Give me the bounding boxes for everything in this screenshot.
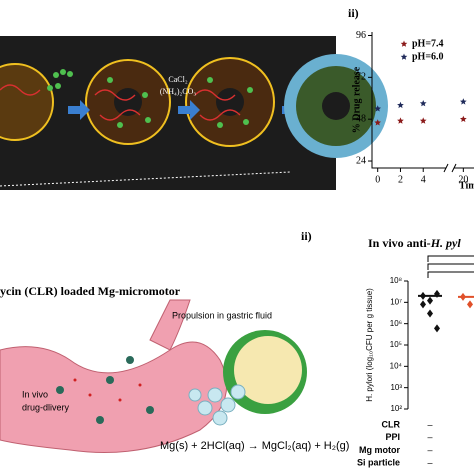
title-part: H. pyl: [430, 236, 462, 250]
x-axis-label: Tim: [459, 180, 474, 191]
significance-brackets: [427, 255, 474, 278]
data-point: [397, 117, 404, 124]
y-tick-label: 48: [356, 113, 366, 124]
data-point: [460, 292, 466, 301]
y-tick-label: 10²: [390, 404, 402, 413]
panel-label: ii): [348, 6, 359, 20]
y-tick-label: 24: [356, 155, 366, 166]
legend-marker: [400, 40, 408, 47]
treatment-label: Si particle: [357, 457, 400, 467]
title-part: In vivo anti-: [368, 236, 431, 250]
legend-label: pH=6.0: [412, 51, 444, 62]
data-point: [374, 105, 381, 112]
data-point: [460, 98, 467, 105]
axis-break: [443, 163, 457, 173]
data-point: [397, 101, 404, 109]
data-point: [427, 296, 433, 305]
treatment-cell: –: [427, 419, 432, 429]
y-axis-label: % Drug release: [351, 66, 362, 133]
y-tick-label: 10³: [390, 383, 402, 392]
x-tick-label: 20: [458, 174, 468, 185]
micromotor-panel: ii) ycin (CLR) loaded Mg-micromotor In v…: [0, 229, 349, 453]
data-point: [434, 324, 440, 333]
data-point: [460, 115, 467, 122]
treatment-cell: –: [427, 432, 432, 442]
y-tick-label: 10⁸: [390, 276, 402, 285]
reagent: (NH₄)₂CO₃: [160, 87, 197, 96]
annotation: Propulsion in gastric fluid: [172, 310, 272, 320]
annotation: drug-dlivery: [22, 402, 70, 412]
data-point: [420, 300, 426, 309]
x-tick-label: 0: [375, 174, 380, 185]
x-tick-label: 2: [398, 174, 403, 185]
data-point: [374, 119, 381, 126]
data-point: [467, 300, 473, 309]
data-point: [419, 100, 427, 107]
treatment-cell: –: [427, 445, 432, 455]
y-axis-label: H. pylori (log₁₀CFU per g tissue): [365, 288, 374, 402]
synthesis-panel: CaCl₂ (NH₄)₂CO₃: [0, 36, 388, 190]
treatment-label: Mg motor: [359, 445, 400, 455]
equation: Mg(s) + 2HCl(aq) → MgCl₂(aq) + H₂(g): [160, 440, 349, 452]
y-tick-label: 10⁵: [390, 340, 402, 349]
panel-heading: ycin (CLR) loaded Mg-micromotor: [0, 284, 181, 298]
data-point: [434, 289, 440, 298]
x-tick-label: 4: [421, 174, 426, 185]
y-tick-label: 10⁷: [390, 297, 402, 306]
data-point: [419, 117, 427, 124]
data-point: [427, 309, 433, 318]
y-tick-label: 72: [356, 72, 366, 83]
chart-title: In vivo anti-H. pyl: [368, 236, 461, 250]
treatment-cell: –: [427, 457, 432, 467]
legend-marker: [400, 53, 408, 60]
y-tick-label: 96: [356, 30, 366, 41]
treatment-label: CLR: [382, 419, 401, 429]
panel-label: ii): [301, 229, 312, 243]
reagent: CaCl₂: [168, 75, 187, 84]
y-tick-label: 10⁴: [390, 361, 403, 370]
legend-label: pH=7.4: [412, 38, 444, 49]
treatment-label: PPI: [385, 432, 400, 442]
annotation: In vivo: [22, 389, 48, 399]
data-point: [420, 291, 426, 300]
y-tick-label: 10⁶: [390, 319, 402, 328]
